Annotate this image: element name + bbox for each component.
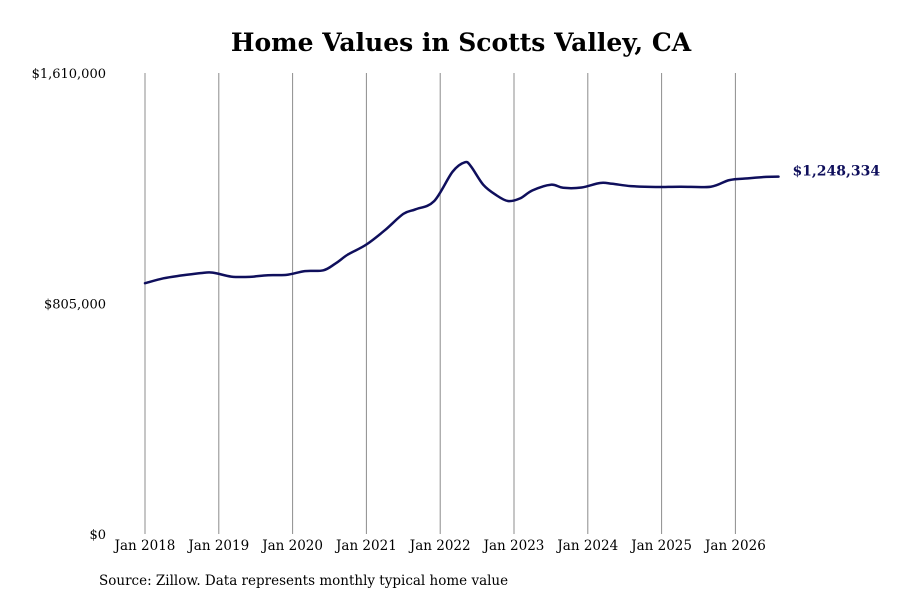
- source-note: Source: Zillow. Data represents monthly …: [99, 573, 509, 589]
- gridlines: [144, 73, 736, 534]
- x-tick-label: Jan 2018: [113, 538, 176, 554]
- y-tick-label: $1,610,000: [32, 67, 106, 82]
- x-tick-label: Jan 2023: [482, 538, 545, 554]
- x-axis: Jan 2018 Jan 2019 Jan 2020 Jan 2021 Jan 2022…: [113, 538, 766, 554]
- end-value-label: $1,248,334: [792, 164, 880, 180]
- x-tick-label: Jan 2019: [186, 538, 249, 554]
- x-tick-label: Jan 2025: [629, 538, 692, 554]
- chart-title: Home Values in Scotts Valley, CA: [231, 28, 692, 57]
- y-axis: $0 $805,000 $1,610,000: [32, 67, 106, 543]
- x-tick-label: Jan 2024: [555, 538, 618, 554]
- x-tick-label: Jan 2022: [408, 538, 471, 554]
- x-tick-label: Jan 2026: [703, 538, 766, 554]
- y-tick-label: $805,000: [44, 298, 106, 313]
- y-tick-label: $0: [89, 528, 106, 543]
- series-line-home-value: [143, 160, 780, 285]
- x-tick-label: Jan 2020: [260, 538, 323, 554]
- x-tick-label: Jan 2021: [334, 538, 397, 554]
